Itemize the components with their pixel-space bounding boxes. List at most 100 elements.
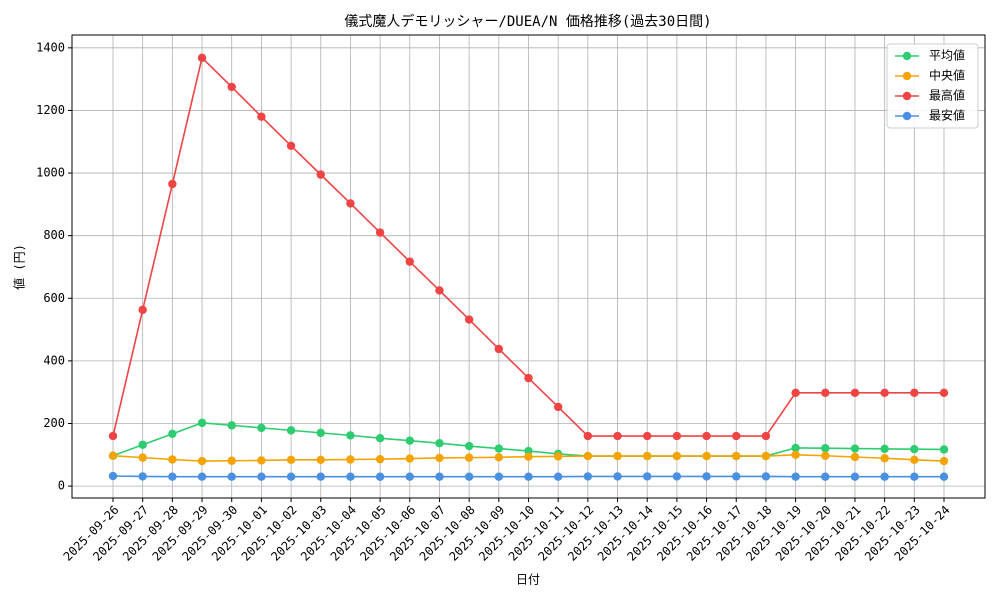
point — [168, 472, 177, 481]
chart-title: 儀式魔人デモリッシャー/DUEA/N 価格推移(過去30日間) — [344, 13, 711, 30]
point — [732, 472, 741, 481]
point — [702, 472, 711, 481]
point — [405, 454, 414, 463]
point — [583, 451, 593, 461]
point — [821, 472, 830, 481]
point — [732, 451, 741, 461]
legend-marker — [902, 71, 912, 81]
point — [375, 454, 385, 464]
point — [761, 451, 771, 461]
point — [227, 456, 236, 465]
point — [880, 444, 889, 454]
point — [138, 440, 147, 449]
point — [524, 452, 533, 461]
point — [850, 388, 860, 398]
point — [880, 388, 889, 398]
point — [346, 455, 355, 464]
point — [435, 472, 444, 481]
point — [464, 315, 474, 324]
point — [643, 472, 652, 481]
y-axis-label: 値 (円) — [12, 244, 27, 290]
point — [910, 444, 919, 454]
point — [910, 388, 919, 398]
y-tick-label: 400 — [43, 353, 65, 367]
point — [168, 455, 177, 464]
point — [850, 472, 860, 481]
point — [168, 179, 177, 189]
legend-label: 最高値 — [929, 88, 965, 103]
point — [197, 418, 207, 428]
point — [286, 141, 296, 151]
point — [643, 451, 652, 461]
point — [346, 199, 355, 208]
point — [494, 444, 504, 453]
point — [791, 472, 800, 481]
point — [850, 444, 860, 453]
point — [821, 451, 830, 460]
point — [108, 431, 118, 441]
point — [138, 453, 147, 462]
point — [316, 472, 325, 481]
point — [168, 429, 177, 439]
point — [316, 455, 325, 465]
legend-label: 平均値 — [929, 48, 965, 63]
y-tick-label: 800 — [43, 228, 65, 242]
point — [435, 286, 444, 295]
legend-marker — [902, 111, 912, 121]
point — [761, 431, 771, 441]
point — [108, 451, 118, 460]
point — [643, 431, 652, 441]
point — [553, 402, 563, 412]
point — [939, 456, 949, 466]
point — [613, 431, 622, 441]
point — [257, 472, 266, 481]
point — [939, 445, 949, 454]
point — [672, 472, 682, 481]
point — [375, 228, 385, 237]
point — [375, 434, 385, 443]
point — [939, 388, 949, 398]
point — [405, 257, 414, 266]
legend-box — [886, 43, 979, 129]
point — [821, 444, 830, 453]
point — [880, 472, 889, 481]
point — [435, 453, 444, 463]
point — [346, 472, 355, 481]
point — [257, 112, 266, 121]
point — [494, 344, 504, 354]
point — [138, 472, 147, 481]
point — [108, 471, 118, 481]
point — [821, 388, 830, 398]
point — [138, 305, 147, 315]
point — [613, 451, 622, 461]
point — [910, 472, 919, 481]
point — [257, 423, 266, 433]
point — [583, 472, 593, 481]
point — [850, 452, 860, 462]
y-tick-label: 0 — [58, 479, 65, 493]
legend-label: 中央値 — [929, 68, 965, 83]
point — [197, 53, 207, 63]
point — [791, 388, 800, 398]
point — [702, 431, 711, 441]
point — [732, 431, 741, 441]
point — [791, 443, 800, 453]
point — [553, 452, 563, 461]
point — [613, 472, 622, 481]
y-tick-label: 1200 — [36, 103, 65, 117]
y-tick-label: 200 — [43, 416, 65, 430]
point — [672, 431, 682, 441]
y-tick-label: 1000 — [36, 166, 65, 180]
point — [910, 455, 919, 465]
point — [494, 453, 504, 462]
point — [197, 456, 207, 466]
legend-marker — [902, 91, 912, 101]
legend-marker — [902, 51, 912, 61]
point — [375, 472, 385, 481]
point — [346, 431, 355, 440]
point — [405, 472, 414, 481]
point — [286, 472, 296, 481]
point — [702, 451, 711, 461]
